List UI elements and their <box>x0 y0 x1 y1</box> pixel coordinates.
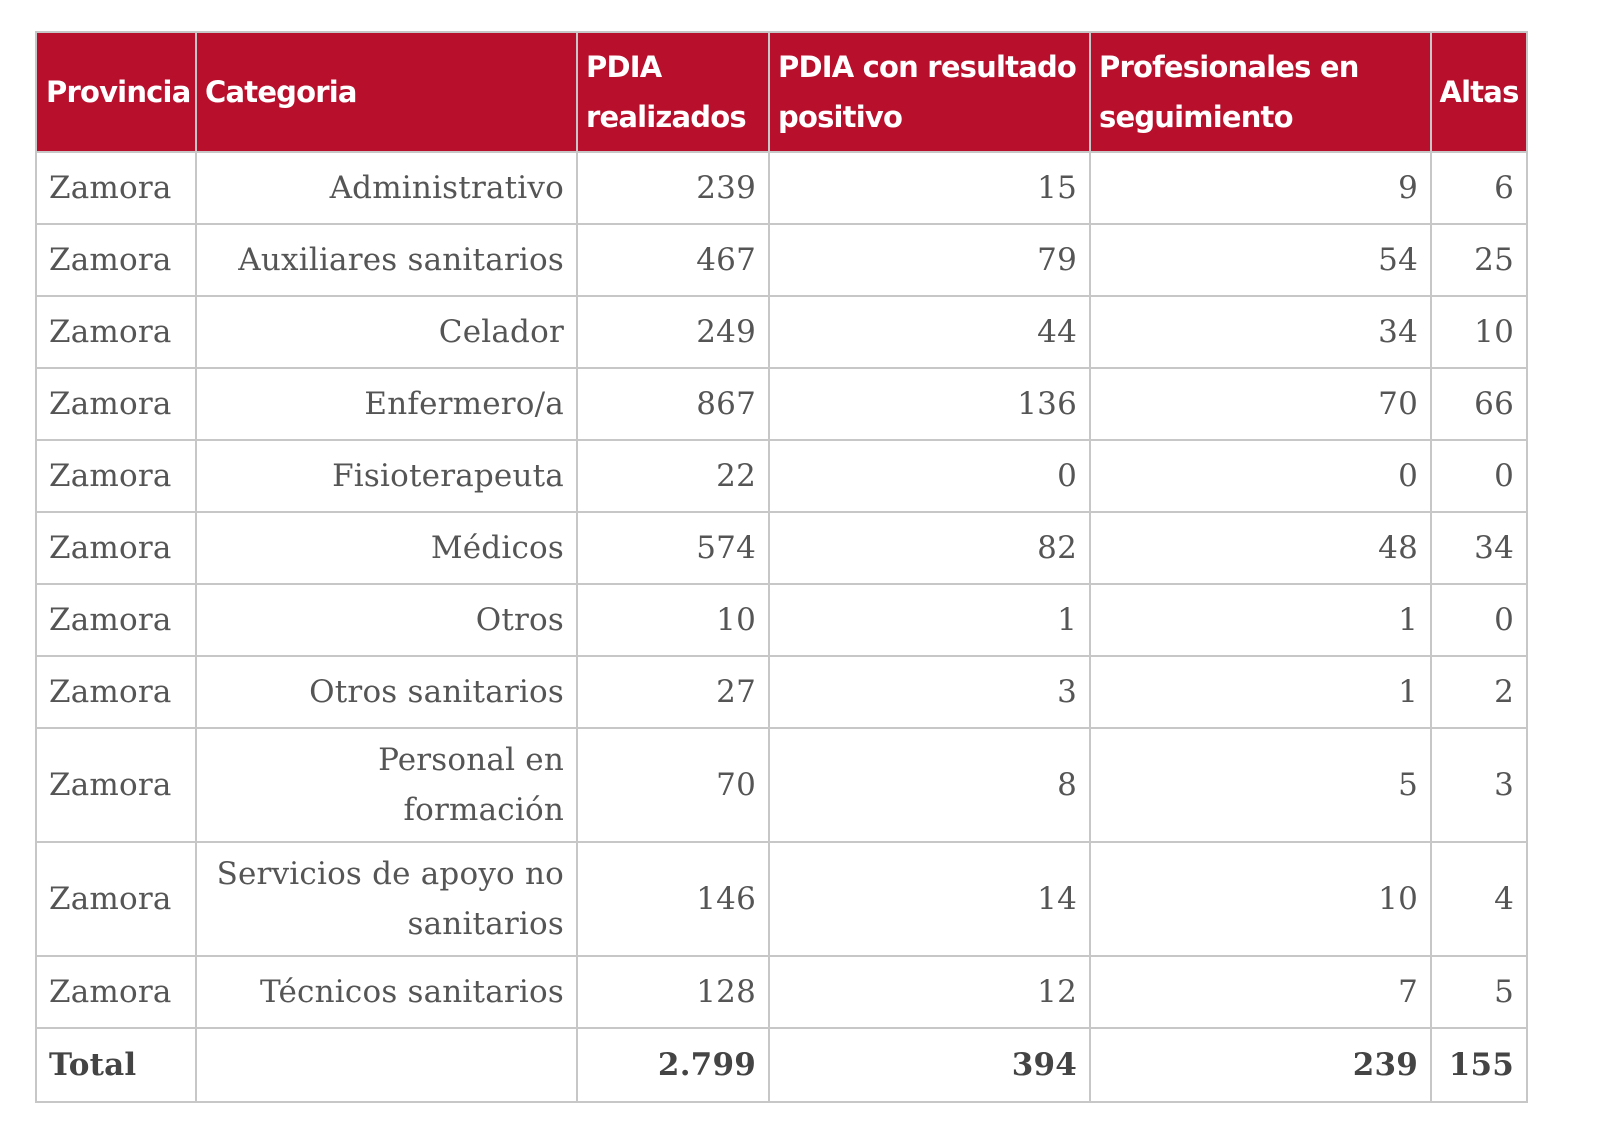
cell-categoria: Auxiliares sanitarios <box>195 223 578 297</box>
cell-provincia: Zamora <box>35 841 197 957</box>
cell-categoria: Celador <box>195 295 578 369</box>
header-row: Provincia Categoria PDIA realizados PDIA… <box>35 31 1528 153</box>
cell-pdia-realizados: 27 <box>576 655 770 729</box>
cell-altas: 25 <box>1430 223 1528 297</box>
table-row: Zamora Enfermero/a 867 136 70 66 <box>35 367 1528 441</box>
cell-pdia-realizados: 22 <box>576 439 770 513</box>
cell-pdia-positivo: 12 <box>768 955 1091 1029</box>
cell-provincia: Zamora <box>35 955 197 1029</box>
cell-provincia: Zamora <box>35 295 197 369</box>
cell-altas: 2 <box>1430 655 1528 729</box>
cell-provincia: Zamora <box>35 583 197 657</box>
table-header: Provincia Categoria PDIA realizados PDIA… <box>35 31 1528 153</box>
cell-altas: 66 <box>1430 367 1528 441</box>
cell-altas: 4 <box>1430 841 1528 957</box>
total-row: Total 2.799 394 239 155 <box>35 1027 1528 1103</box>
cell-categoria: Administrativo <box>195 151 578 225</box>
cell-pdia-realizados: 128 <box>576 955 770 1029</box>
cell-profesionales-seguimiento: 10 <box>1089 841 1432 957</box>
cell-pdia-positivo: 8 <box>768 727 1091 843</box>
cell-provincia: Zamora <box>35 727 197 843</box>
cell-altas: 3 <box>1430 727 1528 843</box>
cell-profesionales-seguimiento: 70 <box>1089 367 1432 441</box>
cell-pdia-positivo: 15 <box>768 151 1091 225</box>
cell-pdia-realizados: 146 <box>576 841 770 957</box>
cell-categoria: Enfermero/a <box>195 367 578 441</box>
cell-profesionales-seguimiento: 54 <box>1089 223 1432 297</box>
table-row: Zamora Otros sanitarios 27 3 1 2 <box>35 655 1528 729</box>
cell-pdia-positivo: 79 <box>768 223 1091 297</box>
cell-provincia: Zamora <box>35 151 197 225</box>
cell-pdia-positivo: 136 <box>768 367 1091 441</box>
cell-pdia-positivo: 44 <box>768 295 1091 369</box>
table-row: Zamora Auxiliares sanitarios 467 79 54 25 <box>35 223 1528 297</box>
table-row: Zamora Médicos 574 82 48 34 <box>35 511 1528 585</box>
cell-profesionales-seguimiento: 7 <box>1089 955 1432 1029</box>
cell-categoria: Fisioterapeuta <box>195 439 578 513</box>
cell-categoria: Personal en formación <box>195 727 578 843</box>
table-body: Zamora Administrativo 239 15 9 6 Zamora Auxilia… <box>35 151 1528 1103</box>
cell-profesionales-seguimiento: 1 <box>1089 583 1432 657</box>
cell-pdia-realizados: 249 <box>576 295 770 369</box>
cell-provincia: Zamora <box>35 439 197 513</box>
total-cell-provincia: Total <box>35 1027 197 1103</box>
cell-categoria: Técnicos sanitarios <box>195 955 578 1029</box>
cell-pdia-positivo: 3 <box>768 655 1091 729</box>
header-altas: Altas <box>1430 31 1528 153</box>
cell-altas: 10 <box>1430 295 1528 369</box>
total-cell-pdia-realizados: 2.799 <box>576 1027 770 1103</box>
cell-pdia-positivo: 0 <box>768 439 1091 513</box>
cell-profesionales-seguimiento: 5 <box>1089 727 1432 843</box>
pdia-table: Provincia Categoria PDIA realizados PDIA… <box>35 31 1528 1103</box>
cell-pdia-positivo: 14 <box>768 841 1091 957</box>
cell-pdia-realizados: 70 <box>576 727 770 843</box>
table-row: Zamora Administrativo 239 15 9 6 <box>35 151 1528 225</box>
cell-categoria: Servicios de apoyo no sanitarios <box>195 841 578 957</box>
cell-pdia-realizados: 467 <box>576 223 770 297</box>
cell-altas: 5 <box>1430 955 1528 1029</box>
cell-profesionales-seguimiento: 1 <box>1089 655 1432 729</box>
cell-provincia: Zamora <box>35 367 197 441</box>
total-cell-categoria <box>195 1027 578 1103</box>
cell-pdia-positivo: 1 <box>768 583 1091 657</box>
cell-pdia-realizados: 10 <box>576 583 770 657</box>
cell-profesionales-seguimiento: 34 <box>1089 295 1432 369</box>
cell-altas: 34 <box>1430 511 1528 585</box>
data-table-container: Provincia Categoria PDIA realizados PDIA… <box>35 31 1528 1103</box>
table-row: Zamora Otros 10 1 1 0 <box>35 583 1528 657</box>
cell-provincia: Zamora <box>35 655 197 729</box>
cell-provincia: Zamora <box>35 511 197 585</box>
table-row: Zamora Técnicos sanitarios 128 12 7 5 <box>35 955 1528 1029</box>
cell-profesionales-seguimiento: 0 <box>1089 439 1432 513</box>
table-row: Zamora Personal en formación 70 8 5 3 <box>35 727 1528 843</box>
cell-provincia: Zamora <box>35 223 197 297</box>
header-pdia-positivo: PDIA con resultado positivo <box>768 31 1091 153</box>
cell-altas: 0 <box>1430 583 1528 657</box>
total-cell-altas: 155 <box>1430 1027 1528 1103</box>
cell-altas: 0 <box>1430 439 1528 513</box>
table-row: Zamora Servicios de apoyo no sanitarios 14… <box>35 841 1528 957</box>
cell-pdia-positivo: 82 <box>768 511 1091 585</box>
header-categoria: Categoria <box>195 31 578 153</box>
cell-pdia-realizados: 239 <box>576 151 770 225</box>
header-provincia: Provincia <box>35 31 197 153</box>
cell-profesionales-seguimiento: 48 <box>1089 511 1432 585</box>
cell-categoria: Otros <box>195 583 578 657</box>
total-cell-profesionales-seguimiento: 239 <box>1089 1027 1432 1103</box>
total-cell-pdia-positivo: 394 <box>768 1027 1091 1103</box>
cell-categoria: Médicos <box>195 511 578 585</box>
table-row: Zamora Fisioterapeuta 22 0 0 0 <box>35 439 1528 513</box>
cell-pdia-realizados: 574 <box>576 511 770 585</box>
header-pdia-realizados: PDIA realizados <box>576 31 770 153</box>
header-profesionales-seguimiento: Profesionales en seguimiento <box>1089 31 1432 153</box>
cell-altas: 6 <box>1430 151 1528 225</box>
table-row: Zamora Celador 249 44 34 10 <box>35 295 1528 369</box>
cell-pdia-realizados: 867 <box>576 367 770 441</box>
cell-profesionales-seguimiento: 9 <box>1089 151 1432 225</box>
cell-categoria: Otros sanitarios <box>195 655 578 729</box>
